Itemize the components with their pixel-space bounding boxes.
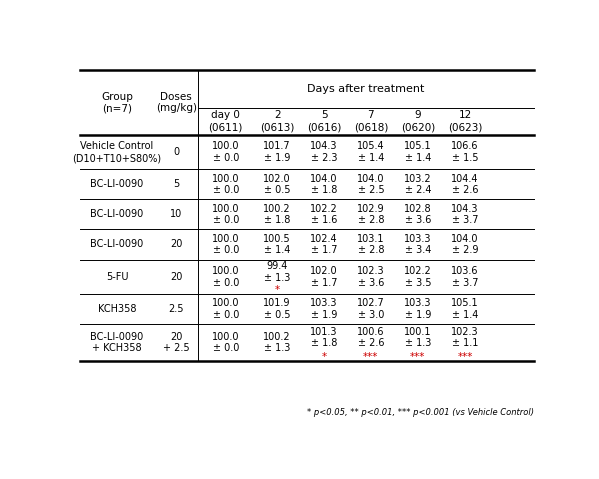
Text: 105.1
± 1.4: 105.1 ± 1.4 [404,141,431,163]
Text: 99.4
± 1.3: 99.4 ± 1.3 [264,261,291,283]
Text: 5: 5 [173,180,179,190]
Text: 102.0
± 1.7: 102.0 ± 1.7 [310,266,338,287]
Text: BC-LI-0090: BC-LI-0090 [90,240,144,250]
Text: Doses
(mg/kg): Doses (mg/kg) [156,92,196,114]
Text: 102.8
± 3.6: 102.8 ± 3.6 [404,204,431,225]
Text: 101.7
± 1.9: 101.7 ± 1.9 [264,141,291,163]
Text: Group
(n=7): Group (n=7) [101,92,133,114]
Text: 102.2
± 1.6: 102.2 ± 1.6 [310,204,338,225]
Text: 101.9
± 0.5: 101.9 ± 0.5 [264,298,291,320]
Text: 105.1
± 1.4: 105.1 ± 1.4 [451,298,479,320]
Text: 105.4
± 1.4: 105.4 ± 1.4 [357,141,385,163]
Text: 20
+ 2.5: 20 + 2.5 [163,331,189,353]
Text: BC-LI-0090: BC-LI-0090 [90,209,144,219]
Text: 20: 20 [170,240,182,250]
Text: 100.0
± 0.0: 100.0 ± 0.0 [212,141,240,163]
Text: 12
(0623): 12 (0623) [448,111,482,132]
Text: 100.0
± 0.0: 100.0 ± 0.0 [212,234,240,255]
Text: 104.0
± 2.5: 104.0 ± 2.5 [357,174,385,195]
Text: 102.2
± 3.5: 102.2 ± 3.5 [404,266,432,287]
Text: ***: *** [458,352,473,362]
Text: 2.5: 2.5 [168,304,184,314]
Text: 102.7
± 3.0: 102.7 ± 3.0 [357,298,385,320]
Text: 20: 20 [170,272,182,282]
Text: 100.0
± 0.0: 100.0 ± 0.0 [212,204,240,225]
Text: Days after treatment: Days after treatment [307,84,425,94]
Text: 5-FU: 5-FU [106,272,128,282]
Text: *: * [274,285,280,295]
Text: ***: *** [363,352,379,362]
Text: 100.0
± 0.0: 100.0 ± 0.0 [212,331,240,353]
Text: 102.3
± 3.6: 102.3 ± 3.6 [357,266,385,287]
Text: *: * [322,352,326,362]
Text: 102.4
± 1.7: 102.4 ± 1.7 [310,234,338,255]
Text: 103.3
± 3.4: 103.3 ± 3.4 [404,234,431,255]
Text: 0: 0 [173,147,179,157]
Text: 9
(0620): 9 (0620) [401,111,435,132]
Text: 7
(0618): 7 (0618) [354,111,388,132]
Text: 104.3
± 2.3: 104.3 ± 2.3 [310,141,338,163]
Text: 100.2
± 1.3: 100.2 ± 1.3 [264,331,291,353]
Text: 102.9
± 2.8: 102.9 ± 2.8 [357,204,385,225]
Text: 104.4
± 2.6: 104.4 ± 2.6 [451,174,479,195]
Text: 2
(0613): 2 (0613) [260,111,294,132]
Text: 100.0
± 0.0: 100.0 ± 0.0 [212,266,240,287]
Text: 101.3
± 1.8: 101.3 ± 1.8 [310,327,338,348]
Text: 103.3
± 1.9: 103.3 ± 1.9 [404,298,431,320]
Text: 103.6
± 3.7: 103.6 ± 3.7 [451,266,479,287]
Text: 100.5
± 1.4: 100.5 ± 1.4 [264,234,291,255]
Text: 100.2
± 1.8: 100.2 ± 1.8 [264,204,291,225]
Text: 106.6
± 1.5: 106.6 ± 1.5 [451,141,479,163]
Text: Vehicle Control
(D10+T10+S80%): Vehicle Control (D10+T10+S80%) [72,141,162,163]
Text: ***: *** [410,352,425,362]
Text: 103.2
± 2.4: 103.2 ± 2.4 [404,174,431,195]
Text: day 0
(0611): day 0 (0611) [208,111,243,132]
Text: 103.3
± 1.9: 103.3 ± 1.9 [310,298,338,320]
Text: 102.0
± 0.5: 102.0 ± 0.5 [264,174,291,195]
Text: 100.0
± 0.0: 100.0 ± 0.0 [212,174,240,195]
Text: 100.6
± 2.6: 100.6 ± 2.6 [357,327,385,348]
Text: BC-LI-0090: BC-LI-0090 [90,180,144,190]
Text: 103.1
± 2.8: 103.1 ± 2.8 [357,234,385,255]
Text: 100.0
± 0.0: 100.0 ± 0.0 [212,298,240,320]
Text: 100.1
± 1.3: 100.1 ± 1.3 [404,327,431,348]
Text: 5
(0616): 5 (0616) [307,111,341,132]
Text: BC-LI-0090
+ KCH358: BC-LI-0090 + KCH358 [90,331,144,353]
Text: 104.0
± 2.9: 104.0 ± 2.9 [451,234,479,255]
Text: 102.3
± 1.1: 102.3 ± 1.1 [451,327,479,348]
Text: 10: 10 [170,209,182,219]
Text: 104.3
± 3.7: 104.3 ± 3.7 [451,204,479,225]
Text: KCH358: KCH358 [98,304,137,314]
Text: 104.0
± 1.8: 104.0 ± 1.8 [310,174,338,195]
Text: * p<0.05, ** p<0.01, *** p<0.001 (vs Vehicle Control): * p<0.05, ** p<0.01, *** p<0.001 (vs Veh… [307,408,534,417]
